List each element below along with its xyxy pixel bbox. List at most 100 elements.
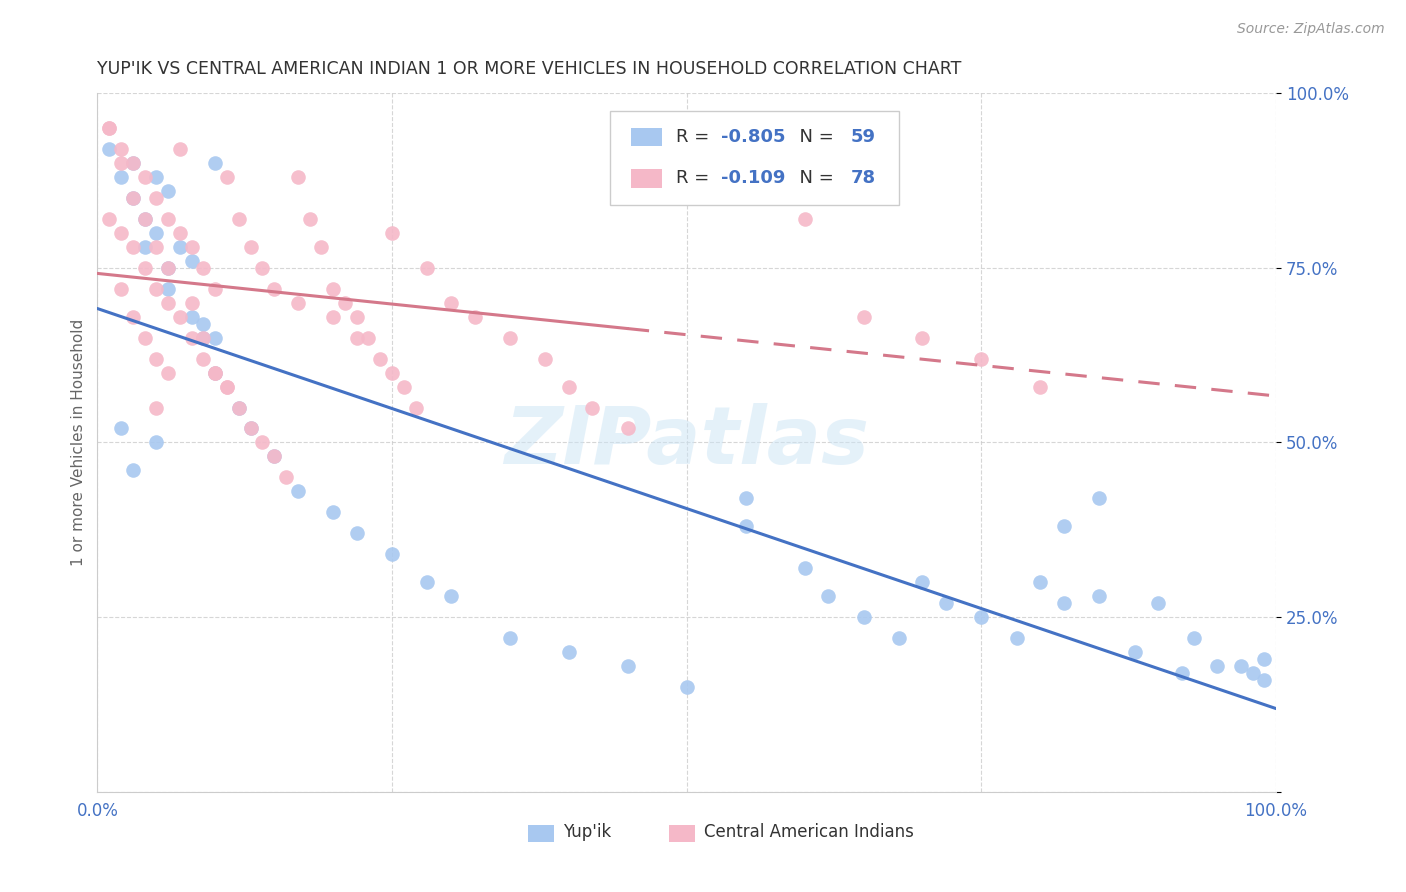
Point: [1053, 596, 1076, 610]
Point: [499, 331, 522, 345]
FancyBboxPatch shape: [610, 111, 898, 205]
Point: [215, 379, 238, 393]
Point: [887, 631, 910, 645]
Point: [1206, 659, 1229, 673]
Point: [263, 450, 285, 464]
Point: [121, 191, 143, 205]
Point: [416, 260, 439, 275]
Text: 78: 78: [851, 169, 876, 187]
Point: [134, 240, 156, 254]
Point: [287, 484, 309, 499]
Text: ZIPatlas: ZIPatlas: [505, 403, 869, 482]
Point: [675, 169, 697, 184]
Point: [110, 282, 132, 296]
Point: [239, 421, 262, 435]
Point: [98, 211, 121, 226]
Text: R =: R =: [676, 128, 716, 146]
Point: [298, 211, 321, 226]
Point: [228, 401, 250, 415]
Point: [121, 156, 143, 170]
Point: [311, 240, 333, 254]
Text: -0.109: -0.109: [721, 169, 786, 187]
Point: [346, 526, 368, 541]
Point: [169, 240, 191, 254]
Point: [157, 260, 180, 275]
Point: [333, 295, 356, 310]
Text: Central American Indians: Central American Indians: [704, 823, 914, 841]
Point: [204, 366, 226, 380]
Point: [252, 260, 274, 275]
Point: [252, 435, 274, 450]
Point: [617, 659, 640, 673]
Point: [1253, 673, 1275, 687]
Point: [169, 142, 191, 156]
Point: [464, 310, 486, 324]
Point: [193, 331, 215, 345]
Point: [558, 379, 581, 393]
Point: [935, 596, 957, 610]
Point: [392, 379, 415, 393]
Point: [817, 589, 839, 603]
Bar: [527, 825, 554, 842]
Point: [793, 211, 815, 226]
Point: [121, 191, 143, 205]
Point: [381, 547, 404, 561]
Point: [204, 282, 226, 296]
Point: [534, 351, 557, 366]
Text: YUP'IK VS CENTRAL AMERICAN INDIAN 1 OR MORE VEHICLES IN HOUSEHOLD CORRELATION CH: YUP'IK VS CENTRAL AMERICAN INDIAN 1 OR M…: [97, 60, 962, 78]
Point: [239, 421, 262, 435]
Point: [263, 450, 285, 464]
Point: [145, 226, 167, 240]
Point: [405, 401, 427, 415]
Point: [134, 169, 156, 184]
Point: [110, 226, 132, 240]
Point: [239, 240, 262, 254]
Point: [98, 120, 121, 135]
Point: [98, 142, 121, 156]
Point: [1053, 519, 1076, 533]
Point: [1123, 645, 1146, 659]
Text: N =: N =: [789, 128, 839, 146]
Point: [440, 589, 463, 603]
Point: [157, 366, 180, 380]
Point: [145, 351, 167, 366]
Point: [617, 421, 640, 435]
Point: [346, 310, 368, 324]
Point: [98, 120, 121, 135]
Point: [169, 310, 191, 324]
Point: [121, 310, 143, 324]
Point: [287, 169, 309, 184]
Text: N =: N =: [789, 169, 839, 187]
Point: [1182, 631, 1205, 645]
Point: [911, 331, 934, 345]
Point: [381, 226, 404, 240]
Point: [1029, 379, 1052, 393]
Point: [121, 240, 143, 254]
Point: [274, 470, 297, 484]
Point: [1229, 659, 1251, 673]
Point: [204, 366, 226, 380]
Point: [322, 282, 344, 296]
Point: [346, 331, 368, 345]
Point: [558, 645, 581, 659]
Point: [169, 226, 191, 240]
Point: [180, 310, 202, 324]
Point: [1088, 491, 1111, 506]
Point: [852, 310, 875, 324]
Point: [215, 169, 238, 184]
Point: [1241, 666, 1264, 681]
Point: [121, 463, 143, 477]
Point: [440, 295, 463, 310]
Point: [322, 310, 344, 324]
Point: [204, 331, 226, 345]
Point: [499, 631, 522, 645]
Text: Source: ZipAtlas.com: Source: ZipAtlas.com: [1237, 22, 1385, 37]
Point: [734, 491, 756, 506]
Point: [228, 401, 250, 415]
Y-axis label: 1 or more Vehicles in Household: 1 or more Vehicles in Household: [72, 318, 86, 566]
Point: [734, 519, 756, 533]
Point: [1171, 666, 1194, 681]
Text: -0.805: -0.805: [721, 128, 786, 146]
Point: [357, 331, 380, 345]
Point: [134, 260, 156, 275]
